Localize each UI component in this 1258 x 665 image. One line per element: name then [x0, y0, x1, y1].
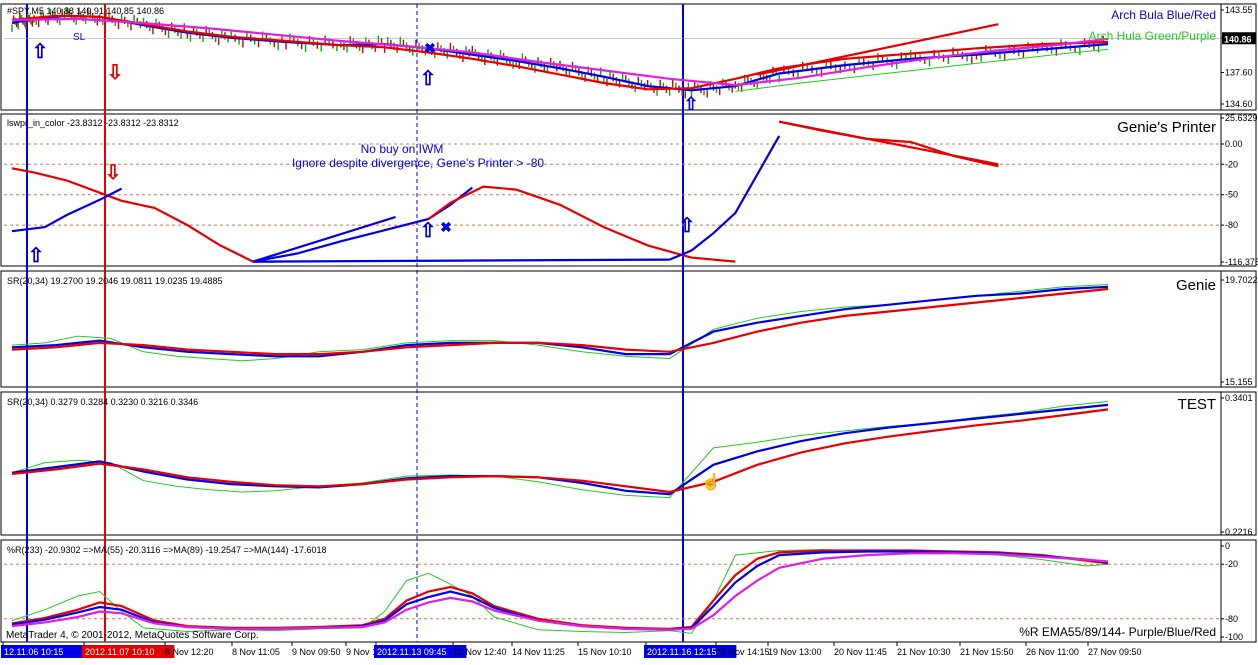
y-tick-label: 0	[1225, 541, 1230, 551]
cross-marker: ✖	[440, 219, 452, 235]
y-tick-label: -80	[1225, 614, 1238, 624]
time-axis-label: 8 Nov 12:20	[165, 647, 214, 657]
y-tick-label: -116.376	[1225, 257, 1258, 267]
y-tick-label: 19.7022	[1225, 275, 1258, 285]
time-axis-label: 21 Nov 15:50	[960, 647, 1014, 657]
series-line-red-2	[11, 287, 1109, 356]
current-price-label: 140.86	[1224, 34, 1252, 44]
copyright-text: MetaTrader 4, © 2001-2012, MetaQuotes So…	[6, 630, 259, 641]
arrow-down-marker: ⇩	[107, 62, 124, 84]
arrow-up-marker: ⇧	[420, 220, 437, 242]
time-label-highlight	[644, 645, 737, 658]
series-line-blue-2	[252, 186, 473, 263]
series-line-red-1	[11, 14, 1109, 91]
time-axis-label: 26 Nov 11:00	[1026, 647, 1079, 657]
series-line-red-0	[11, 167, 275, 263]
y-tick-label: -80	[1225, 220, 1238, 230]
y-tick-label: 15.155	[1225, 377, 1253, 387]
time-label-highlight	[374, 645, 467, 658]
annotation-line-1: No buy on IWM	[361, 142, 444, 156]
time-axis-label: 19 Nov 13:00	[768, 647, 822, 657]
y-tick-label: -100	[1225, 632, 1243, 642]
current-price-box	[1222, 32, 1256, 45]
wpr-panel-title: %R EMA55/89/144- Purple/Blue/Red	[1019, 625, 1216, 639]
y-tick-label: -50	[1225, 190, 1238, 200]
time-axis	[0, 644, 1258, 660]
series-line-red-2	[11, 408, 1109, 494]
y-tick-label: 0.3401	[1225, 393, 1253, 403]
series-line-blue-6	[669, 135, 781, 261]
time-axis-label: 8 Nov 11:05	[232, 647, 280, 657]
price-panel-header: #SPY,M5 140.88 140.91 140.85 140.86	[7, 6, 164, 16]
y-tick-label: -20	[1225, 159, 1238, 169]
hand-marker: ☝	[701, 472, 721, 491]
test-panel-title: TEST	[1178, 396, 1216, 413]
series-line-blue-1	[11, 187, 123, 233]
time-axis-label: 14 Nov 11:25	[512, 647, 565, 657]
series-line-magenta-3	[11, 17, 1109, 87]
printer-panel-title: Genie's Printer	[1117, 119, 1216, 136]
arrow-up-marker: ⇧	[32, 41, 49, 63]
printer-panel-header: lswpr_in_color -23.8312 -23.8312 -23.831…	[7, 118, 179, 128]
sl-annotation: SL	[73, 32, 86, 43]
genie-panel-title: Genie	[1176, 277, 1216, 294]
cross-marker: ✖	[424, 40, 436, 56]
time-axis-label: 9 Nov 09:50	[292, 647, 341, 657]
panel-frame-1	[0, 3, 1257, 111]
panel-frame-4	[0, 391, 1257, 536]
time-axis-label: 20 Nov 11:45	[834, 647, 887, 657]
series-line-red-4	[757, 23, 999, 76]
annotation-line-2: Ignore despite divergence, Gene's Printe…	[292, 156, 544, 170]
arrow-up-marker: ⇧	[679, 215, 696, 237]
test-panel-header: SR(20,34) 0.3279 0.3284 0.3230 0.3216 0.…	[7, 397, 198, 407]
series-line-red-3	[427, 185, 736, 263]
y-tick-label: 134.60	[1225, 99, 1253, 109]
series-line-blue-4	[252, 215, 396, 263]
series-line-blue-5	[253, 258, 670, 263]
time-axis-label: 9 Nov 15:10	[346, 647, 395, 657]
y-tick-label: -20	[1225, 559, 1238, 569]
time-axis-label: 21 Nov 10:30	[897, 647, 951, 657]
time-axis-label: 2012.11.13 09:45	[377, 647, 446, 657]
time-axis-label: 2012.11.16 12:15	[647, 647, 716, 657]
y-tick-label: 0.2216	[1225, 527, 1253, 537]
legend-label-blue: Arch Bula Blue/Red	[1111, 8, 1216, 22]
time-label-highlight	[82, 645, 175, 658]
series-line-red-8	[778, 120, 999, 166]
time-axis-label: 13 Nov 12:40	[453, 647, 507, 657]
time-axis-label: 12.11.06 10:15	[4, 647, 63, 657]
arrow-up-marker: ⇧	[683, 94, 698, 114]
legend-label-green: Arch Hula Green/Purple	[1089, 29, 1217, 43]
time-axis-label: 15 Nov 10:10	[578, 647, 632, 657]
time-axis-label: 27 Nov 09:50	[1088, 647, 1142, 657]
series-line-green-2	[735, 48, 1109, 92]
y-tick-label: 25.6329	[1225, 113, 1258, 123]
series-line-magenta-3	[11, 552, 1109, 631]
arrow-down-marker: ⇩	[105, 162, 122, 184]
time-label-highlight	[1, 645, 83, 658]
panel-frame-5	[0, 539, 1257, 643]
y-tick-label: 143.55	[1225, 5, 1253, 15]
wpr-panel-header: %R(233) -20.9302 =>MA(55) -20.3116 =>MA(…	[7, 545, 327, 555]
y-tick-label: 137.60	[1225, 67, 1253, 77]
time-axis-label: 2012.11.07 10:10	[85, 647, 154, 657]
y-tick-label: 0.00	[1225, 139, 1243, 149]
arrow-up-marker: ⇧	[420, 68, 437, 90]
arrow-up-marker: ⇧	[28, 245, 45, 267]
time-axis-label: 16 Nov 14:15	[716, 647, 770, 657]
panel-frame-2	[0, 113, 1257, 267]
genie-panel-header: SR(20,34) 19.2700 19.2046 19.0811 19.023…	[7, 276, 223, 286]
